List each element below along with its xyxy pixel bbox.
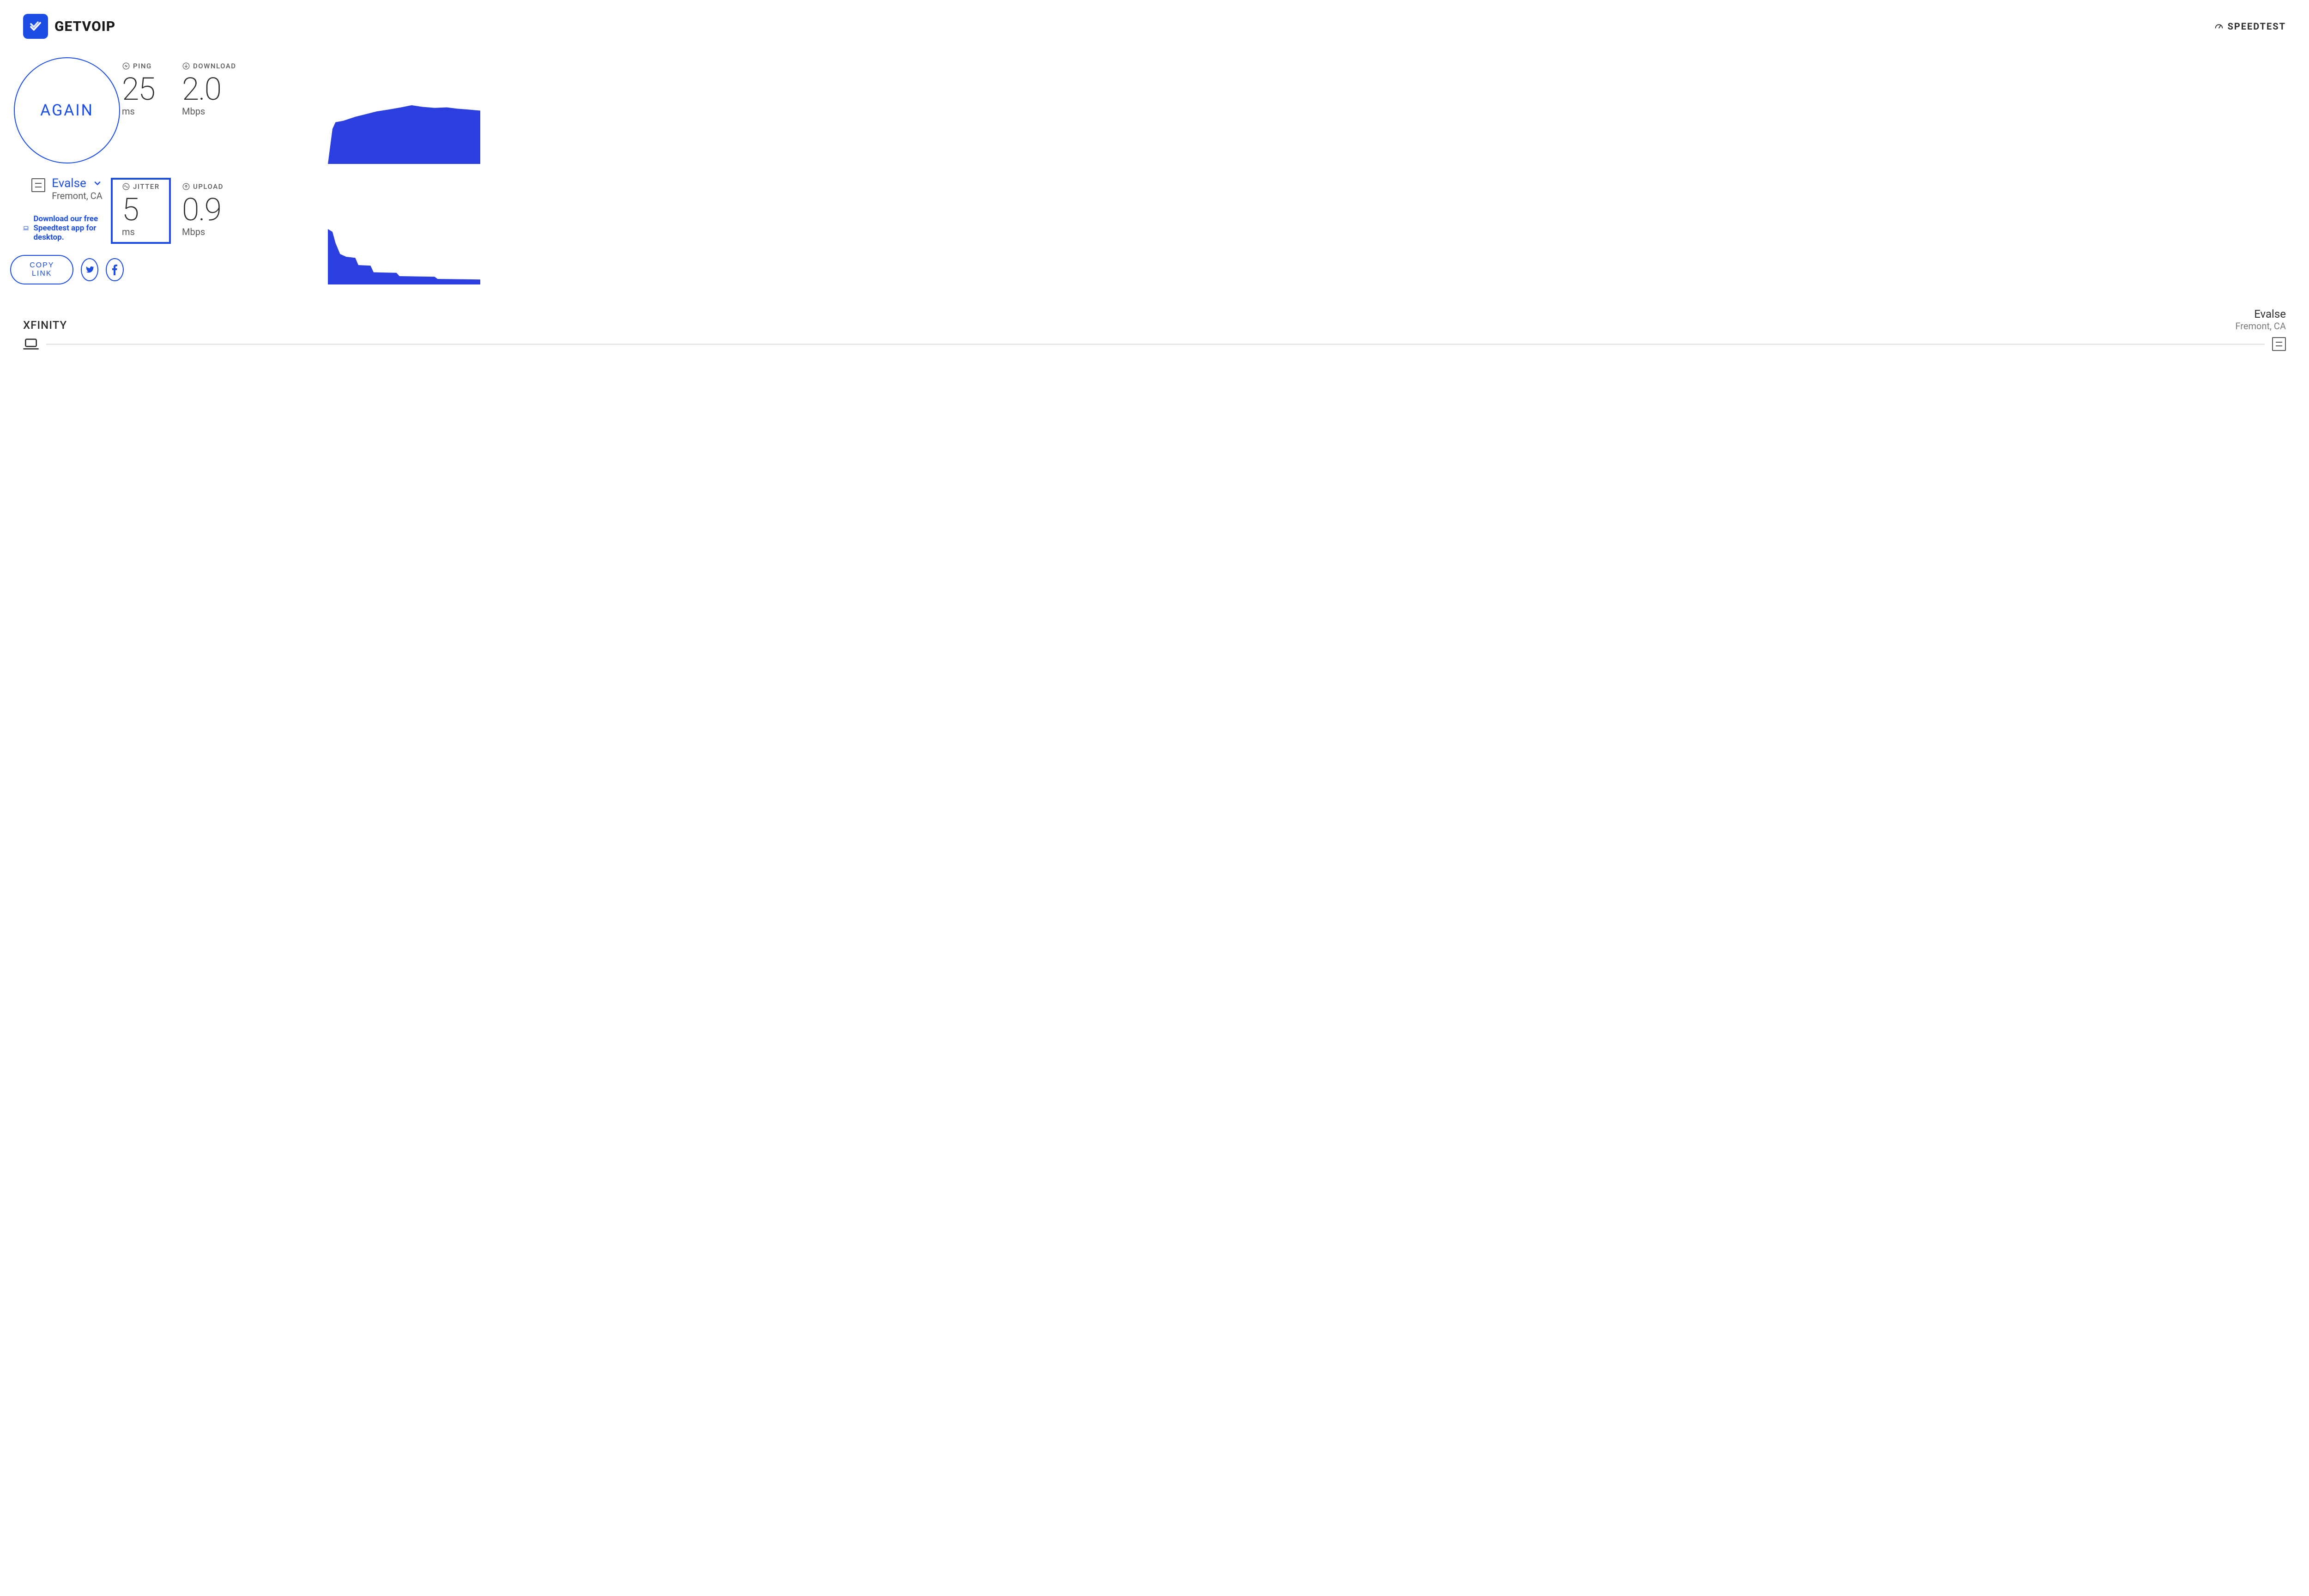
server-icon [2272,337,2286,351]
ping-icon [122,62,130,70]
download-app-link[interactable]: Download our free Speedtest app for desk… [23,214,111,242]
jitter-value: 5 [122,193,160,226]
twitter-icon [85,265,95,275]
ping-value: 25 [122,73,160,106]
server-icon [31,178,45,192]
isp-name: XFINITY [23,319,67,332]
tool-name: SPEEDTEST [2228,21,2286,32]
laptop-icon [23,224,29,233]
test-again-button[interactable]: AGAIN [14,57,120,163]
upload-value: 0.9 [182,193,317,226]
jitter-unit: ms [122,226,160,237]
upload-unit: Mbps [182,226,317,237]
gauge-icon [2214,21,2224,31]
footer-server-name: Evalse [2236,308,2286,320]
server-location: Fremont, CA [52,190,103,201]
upload-icon [182,182,190,191]
copy-link-button[interactable]: COPY LINK [10,255,73,284]
share-twitter-button[interactable] [81,258,98,281]
site-name: GETVOIP [54,18,115,35]
share-facebook-button[interactable] [106,258,123,281]
download-unit: Mbps [182,106,317,117]
site-logo[interactable]: GETVOIP [23,14,115,39]
laptop-icon [23,338,39,350]
facebook-icon [112,264,117,275]
download-icon [182,62,190,70]
ping-label: PING [133,62,152,70]
upload-label: UPLOAD [193,182,224,191]
speedtest-brand: SPEEDTEST [2214,21,2286,32]
footer-divider [46,344,2265,345]
download-card: DOWNLOAD 2.0 Mbps [171,57,328,123]
upload-chart [328,229,2286,284]
server-name: Evalse [52,176,86,190]
download-value: 2.0 [182,73,317,106]
download-label: DOWNLOAD [193,62,236,70]
download-chart [328,99,2286,164]
download-app-text: Download our free Speedtest app for desk… [33,214,111,242]
upload-card: UPLOAD 0.9 Mbps [171,178,328,244]
again-label: AGAIN [40,101,94,120]
jitter-card: JITTER 5 ms [111,178,171,244]
server-selector[interactable]: Evalse Fremont, CA [31,176,103,201]
footer-server-location: Fremont, CA [2236,320,2286,332]
chevron-down-icon [93,179,102,188]
copy-link-label: COPY LINK [30,261,54,278]
checkmark-icon [23,14,48,39]
jitter-label: JITTER [133,182,160,191]
jitter-icon [122,182,130,191]
